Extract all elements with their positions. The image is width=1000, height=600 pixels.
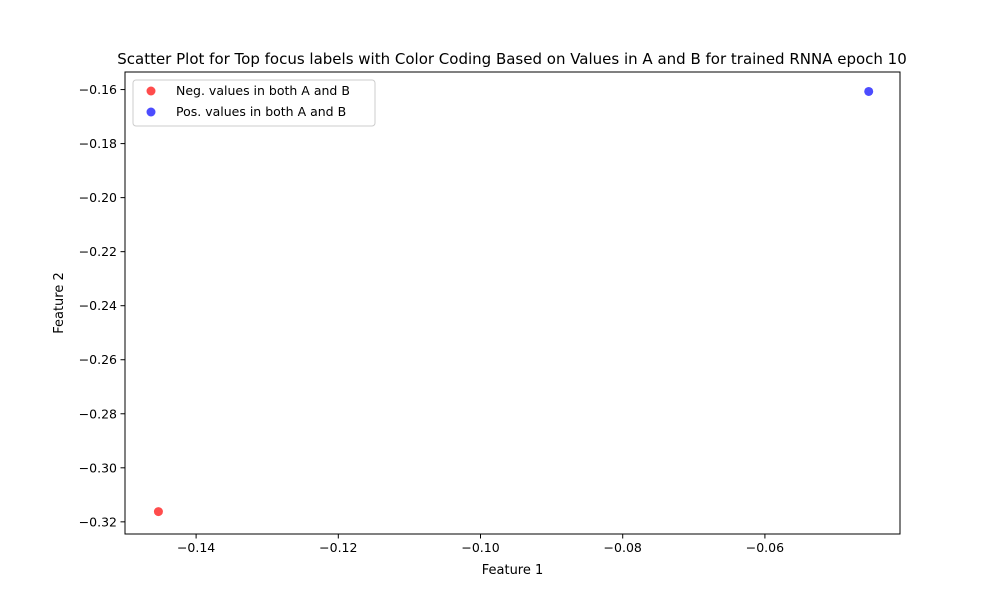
axis-ticks: −0.14 −0.12 −0.10 −0.08 −0.06 −0.16 −0.18 −0.20… <box>79 82 784 555</box>
plot-area-frame <box>124 71 901 535</box>
x-tick-label: −0.14 <box>177 540 215 555</box>
legend-label-neg: Neg. values in both A and B <box>176 83 350 98</box>
y-tick-label: −0.24 <box>79 298 117 313</box>
x-tick-label: −0.06 <box>746 540 784 555</box>
data-point-pos <box>864 86 874 96</box>
y-tick-label: −0.30 <box>79 460 117 475</box>
legend-box <box>132 79 376 127</box>
y-tick-label: −0.22 <box>79 244 117 259</box>
y-tick-label: −0.32 <box>79 514 117 529</box>
legend-marker-neg <box>146 86 156 96</box>
y-tick-label: −0.26 <box>79 352 117 367</box>
data-point-neg <box>153 507 163 517</box>
y-axis-label: Feature 2 <box>52 272 67 334</box>
y-tick-label: −0.20 <box>79 190 117 205</box>
x-tick-label: −0.08 <box>604 540 642 555</box>
y-tick-label: −0.16 <box>79 82 117 97</box>
data-points <box>153 86 874 517</box>
x-tick-label: −0.10 <box>461 540 499 555</box>
legend-marker-pos <box>146 107 156 117</box>
y-tick-label: −0.28 <box>79 406 117 421</box>
x-tick-label: −0.12 <box>319 540 357 555</box>
legend: Neg. values in both A and B Pos. values … <box>132 79 376 127</box>
y-tick-label: −0.18 <box>79 136 117 151</box>
legend-label-pos: Pos. values in both A and B <box>176 104 346 119</box>
chart-title: Scatter Plot for Top focus labels with C… <box>117 50 907 68</box>
x-axis-label: Feature 1 <box>482 563 544 578</box>
